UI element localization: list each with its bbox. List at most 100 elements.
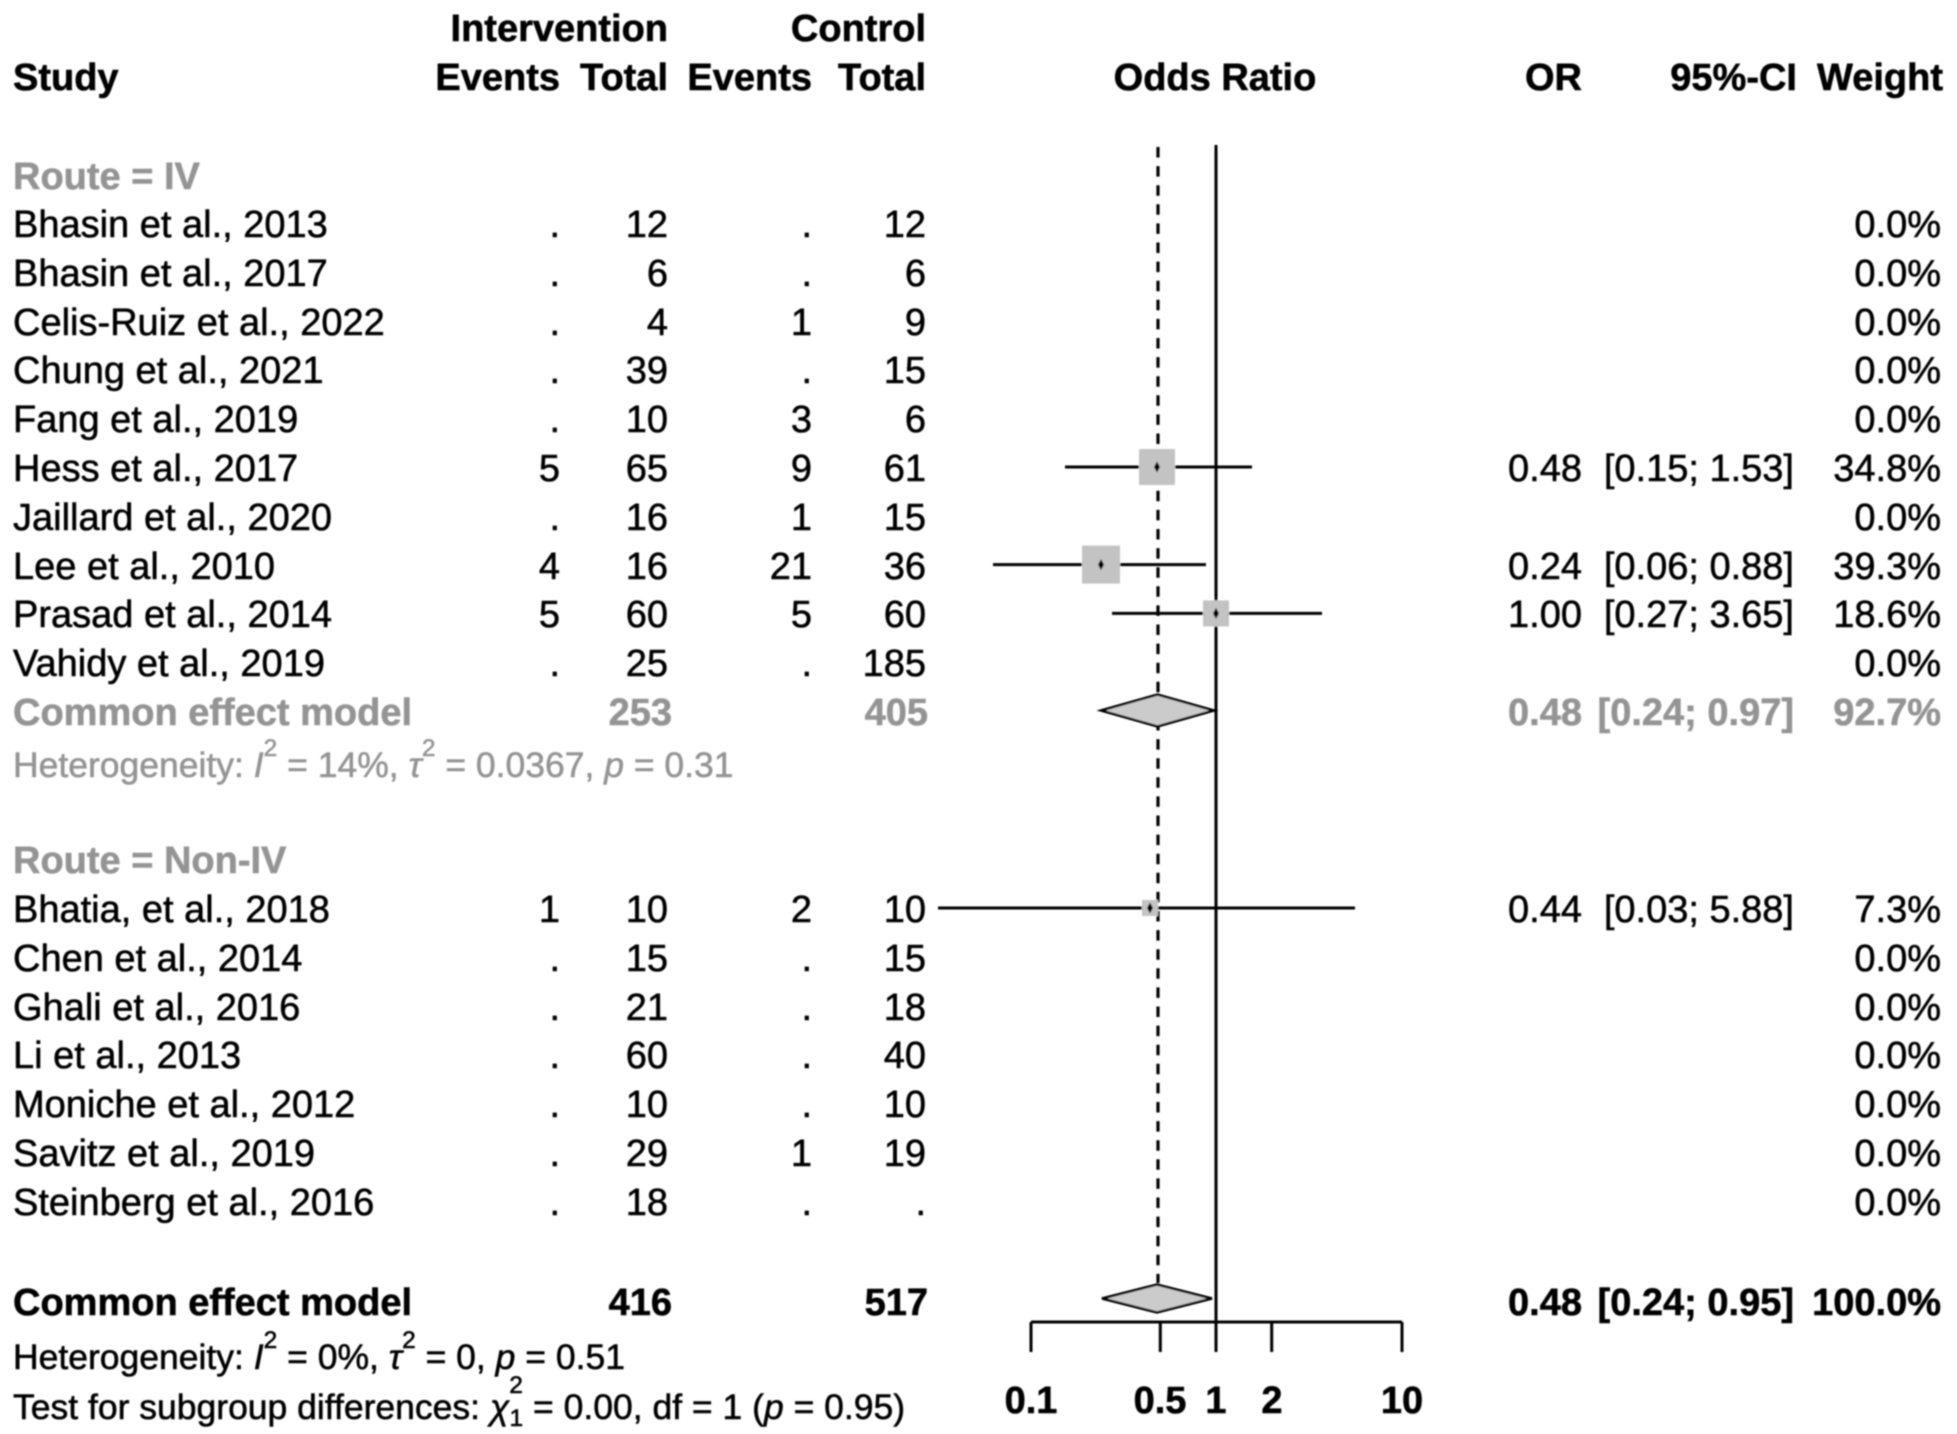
svg-text:0.0%: 0.0% <box>1854 204 1941 246</box>
svg-text:0.0%: 0.0% <box>1854 1182 1941 1224</box>
svg-text:Route = Non-IV: Route = Non-IV <box>13 840 287 882</box>
svg-text:100.0%: 100.0% <box>1812 1282 1941 1324</box>
svg-text:.: . <box>549 350 560 392</box>
svg-text:16: 16 <box>626 497 668 539</box>
svg-text:Celis-Ruiz et al., 2022: Celis-Ruiz et al., 2022 <box>13 302 385 344</box>
svg-text:5: 5 <box>791 594 812 636</box>
svg-text:.: . <box>801 1084 812 1126</box>
svg-text:15: 15 <box>884 350 926 392</box>
svg-text:15: 15 <box>884 497 926 539</box>
svg-text:0.5: 0.5 <box>1134 1380 1187 1422</box>
svg-text:Bhatia, et al., 2018: Bhatia, et al., 2018 <box>13 889 330 931</box>
svg-text:12: 12 <box>626 204 668 246</box>
svg-text:18: 18 <box>626 1182 668 1224</box>
svg-text:Steinberg et al., 2016: Steinberg et al., 2016 <box>13 1182 374 1224</box>
svg-text:0.0%: 0.0% <box>1854 399 1941 441</box>
svg-text:Lee et al., 2010: Lee et al., 2010 <box>13 546 275 588</box>
svg-text:0.48: 0.48 <box>1508 692 1582 734</box>
svg-text:1: 1 <box>539 889 560 931</box>
svg-text:0.0%: 0.0% <box>1854 497 1941 539</box>
svg-text:4: 4 <box>539 546 560 588</box>
svg-text:65: 65 <box>626 448 668 490</box>
svg-text:6: 6 <box>905 253 926 295</box>
svg-text:40: 40 <box>884 1035 926 1077</box>
svg-text:.: . <box>549 204 560 246</box>
svg-text:Savitz et al., 2019: Savitz et al., 2019 <box>13 1133 315 1175</box>
svg-text:6: 6 <box>905 399 926 441</box>
svg-text:[0.24; 0.97]: [0.24; 0.97] <box>1598 692 1794 734</box>
svg-text:253: 253 <box>609 692 672 734</box>
svg-text:21: 21 <box>770 546 812 588</box>
svg-text:61: 61 <box>884 448 926 490</box>
svg-text:1: 1 <box>791 497 812 539</box>
svg-text:Odds Ratio: Odds Ratio <box>1114 57 1317 99</box>
svg-text:Events: Events <box>687 57 812 99</box>
svg-text:.: . <box>549 1035 560 1077</box>
svg-text:.: . <box>801 987 812 1029</box>
svg-text:10: 10 <box>884 889 926 931</box>
svg-text:Heterogeneity: I2 = 14%, τ2 =: Heterogeneity: I2 = 14%, τ2 = 0.0367, p … <box>13 735 734 785</box>
svg-text:9: 9 <box>791 448 812 490</box>
svg-text:1: 1 <box>791 302 812 344</box>
svg-text:0.0%: 0.0% <box>1854 350 1941 392</box>
svg-text:95%-CI: 95%-CI <box>1670 57 1797 99</box>
svg-text:15: 15 <box>884 938 926 980</box>
svg-text:5: 5 <box>539 448 560 490</box>
svg-text:.: . <box>801 253 812 295</box>
svg-text:3: 3 <box>791 399 812 441</box>
svg-text:1: 1 <box>1205 1380 1226 1422</box>
svg-text:Moniche et al., 2012: Moniche et al., 2012 <box>13 1084 355 1126</box>
svg-text:4: 4 <box>647 302 668 344</box>
svg-text:Common effect model: Common effect model <box>13 1282 412 1324</box>
svg-text:0.0%: 0.0% <box>1854 938 1941 980</box>
svg-text:39.3%: 39.3% <box>1833 546 1941 588</box>
svg-text:19: 19 <box>884 1133 926 1175</box>
svg-text:60: 60 <box>884 594 926 636</box>
svg-text:Total: Total <box>580 57 668 99</box>
svg-text:.: . <box>549 1133 560 1175</box>
svg-text:.: . <box>801 204 812 246</box>
svg-text:Total: Total <box>838 57 926 99</box>
svg-text:Fang et al., 2019: Fang et al., 2019 <box>13 399 298 441</box>
svg-text:.: . <box>801 1182 812 1224</box>
svg-text:0.0%: 0.0% <box>1854 643 1941 685</box>
svg-text:60: 60 <box>626 1035 668 1077</box>
svg-text:29: 29 <box>626 1133 668 1175</box>
svg-text:[0.06; 0.88]: [0.06; 0.88] <box>1604 546 1794 588</box>
svg-text:.: . <box>801 938 812 980</box>
svg-text:OR: OR <box>1525 57 1582 99</box>
svg-text:Weight: Weight <box>1817 57 1943 99</box>
svg-text:1.00: 1.00 <box>1508 594 1582 636</box>
svg-text:Bhasin et al., 2013: Bhasin et al., 2013 <box>13 204 328 246</box>
svg-text:5: 5 <box>539 594 560 636</box>
svg-text:10: 10 <box>1381 1380 1423 1422</box>
svg-text:Events: Events <box>435 57 560 99</box>
svg-text:Prasad et al., 2014: Prasad et al., 2014 <box>13 594 332 636</box>
svg-text:0.0%: 0.0% <box>1854 1133 1941 1175</box>
svg-text:2: 2 <box>791 889 812 931</box>
svg-text:Bhasin et al., 2017: Bhasin et al., 2017 <box>13 253 328 295</box>
svg-text:.: . <box>549 497 560 539</box>
svg-text:Intervention: Intervention <box>451 8 668 50</box>
svg-text:92.7%: 92.7% <box>1833 692 1941 734</box>
svg-text:36: 36 <box>884 546 926 588</box>
svg-text:0.0%: 0.0% <box>1854 1084 1941 1126</box>
svg-text:.: . <box>801 643 812 685</box>
svg-text:405: 405 <box>865 692 928 734</box>
svg-text:0.44: 0.44 <box>1508 889 1582 931</box>
svg-text:0.0%: 0.0% <box>1854 253 1941 295</box>
svg-text:10: 10 <box>626 399 668 441</box>
svg-text:Common effect model: Common effect model <box>13 692 412 734</box>
svg-text:.: . <box>549 399 560 441</box>
svg-text:.: . <box>801 1035 812 1077</box>
svg-text:.: . <box>915 1182 926 1224</box>
svg-text:10: 10 <box>626 889 668 931</box>
svg-text:0.48: 0.48 <box>1508 1282 1582 1324</box>
svg-text:21: 21 <box>626 987 668 1029</box>
svg-text:60: 60 <box>626 594 668 636</box>
svg-text:Route = IV: Route = IV <box>13 156 201 198</box>
svg-text:10: 10 <box>884 1084 926 1126</box>
svg-text:34.8%: 34.8% <box>1833 448 1941 490</box>
svg-text:[0.03; 5.88]: [0.03; 5.88] <box>1604 889 1794 931</box>
svg-text:7.3%: 7.3% <box>1854 889 1941 931</box>
